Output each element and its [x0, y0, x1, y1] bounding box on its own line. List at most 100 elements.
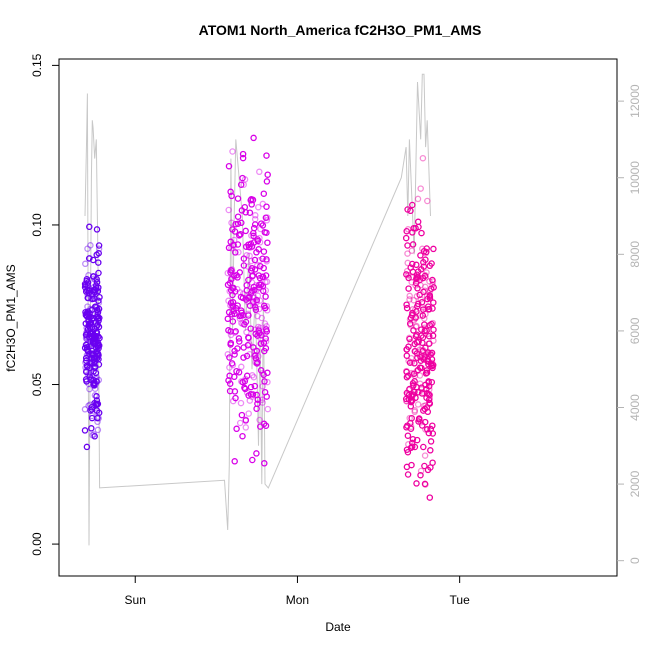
data-point	[234, 195, 242, 202]
data-point	[258, 396, 266, 404]
data-point	[240, 262, 248, 269]
data-point	[227, 341, 234, 348]
data-point	[86, 385, 93, 393]
data-point	[429, 278, 437, 285]
data-point	[262, 214, 270, 221]
data-point	[411, 360, 418, 367]
data-point	[91, 303, 99, 310]
data-point	[413, 274, 421, 281]
data-point	[403, 446, 411, 453]
data-point	[426, 340, 433, 347]
data-point	[425, 379, 432, 386]
secondary-series-line	[84, 73, 431, 546]
data-point	[403, 267, 411, 275]
data-point	[83, 329, 90, 337]
data-point	[241, 377, 249, 385]
data-point	[89, 273, 97, 280]
data-point	[250, 373, 258, 381]
data-point	[87, 242, 94, 249]
data-point	[429, 281, 436, 289]
data-point	[231, 228, 239, 235]
data-point	[239, 154, 247, 162]
data-point	[261, 460, 268, 467]
data-point	[238, 319, 245, 327]
data-point	[87, 320, 94, 327]
data-point	[228, 274, 236, 281]
data-point	[96, 293, 103, 301]
data-point	[87, 307, 94, 314]
data-point	[410, 296, 417, 304]
x-axis-label: Date	[325, 620, 351, 634]
data-point	[86, 369, 94, 377]
data-point	[409, 241, 417, 248]
data-point	[415, 418, 422, 425]
y-tick-label-2: 0.10	[30, 213, 44, 237]
data-point	[248, 257, 255, 265]
y2-tick-label-4: 8000	[628, 241, 642, 268]
data-point	[84, 347, 92, 354]
data-point	[257, 340, 265, 347]
data-point	[415, 415, 423, 422]
data-point	[84, 325, 91, 332]
data-point	[262, 338, 270, 345]
data-point	[89, 338, 97, 346]
data-point	[255, 323, 262, 331]
data-point	[425, 332, 433, 340]
data-point	[406, 334, 413, 342]
data-point	[408, 247, 416, 254]
data-point	[84, 344, 91, 351]
data-point	[236, 269, 244, 276]
data-point	[242, 227, 249, 235]
data-point	[404, 259, 411, 267]
data-point	[231, 351, 238, 358]
x-tick-label-1: Mon	[286, 593, 309, 607]
data-point	[246, 397, 254, 404]
data-point	[226, 387, 234, 395]
chart-title: ATOM1 North_America fC2H3O_PM1_AMS	[199, 22, 482, 38]
data-point	[251, 221, 259, 228]
data-point	[420, 288, 427, 296]
data-point	[262, 293, 269, 300]
data-point	[229, 397, 237, 405]
data-point	[237, 307, 245, 314]
data-point	[83, 443, 91, 451]
y2-tick-label-6: 12000	[628, 84, 642, 118]
data-point	[260, 248, 268, 255]
data-point	[230, 242, 238, 250]
data-point	[82, 364, 89, 371]
data-point	[233, 425, 240, 433]
data-point	[409, 370, 416, 378]
data-point	[430, 326, 437, 333]
data-point	[417, 185, 424, 192]
data-point	[411, 378, 418, 385]
data-point	[260, 339, 268, 347]
data-point	[403, 227, 410, 235]
data-point	[90, 292, 97, 300]
data-point	[417, 467, 425, 475]
data-point	[419, 154, 427, 162]
data-point	[410, 370, 418, 377]
data-point	[82, 282, 89, 289]
data-point	[423, 426, 431, 433]
data-point	[420, 263, 428, 270]
data-point	[426, 262, 434, 270]
data-point	[88, 425, 95, 432]
data-point	[414, 195, 422, 203]
data-point	[422, 274, 430, 281]
data-point	[241, 321, 248, 328]
data-point	[224, 315, 232, 323]
data-point	[426, 278, 433, 285]
data-point	[420, 402, 428, 410]
data-point	[251, 266, 259, 273]
data-point	[257, 367, 265, 374]
data-point	[427, 447, 434, 454]
data-point	[86, 285, 93, 292]
y-tick-label-0: 0.00	[30, 532, 44, 556]
data-point	[226, 380, 234, 387]
data-point	[262, 287, 270, 294]
data-point	[91, 433, 98, 440]
data-point	[259, 273, 266, 281]
data-point	[413, 350, 421, 357]
data-point	[264, 171, 271, 178]
